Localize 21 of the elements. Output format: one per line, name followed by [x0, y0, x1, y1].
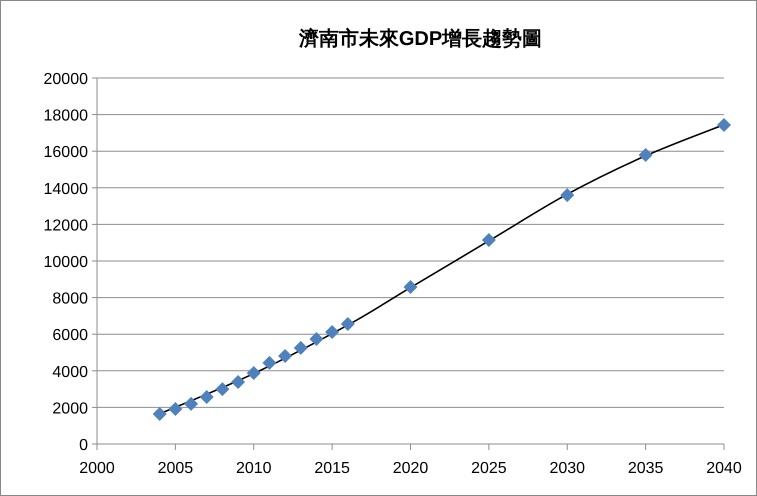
- title: 濟南市未來GDP增長趨勢圖: [298, 28, 542, 50]
- x-tick-label: 2000: [79, 460, 115, 477]
- x-tick-label: 2035: [628, 460, 664, 477]
- x-tick-label: 2005: [158, 460, 194, 477]
- y-tick-label: 10000: [44, 254, 88, 271]
- x-tick-label: 2025: [471, 460, 507, 477]
- y-tick-label: 0: [79, 437, 88, 454]
- y-tick-label: 14000: [44, 180, 88, 198]
- y-tick-label: 6000: [52, 327, 88, 344]
- y-tick-label: 20000: [44, 71, 88, 88]
- x-tick-label: 2015: [314, 460, 350, 477]
- x-tick-label: 2020: [392, 460, 428, 477]
- y-tick-label: 16000: [44, 144, 88, 162]
- x-tick-label: 2040: [706, 460, 742, 477]
- y-tick-label: 4000: [52, 364, 88, 381]
- y-tick-label: 2000: [52, 400, 88, 418]
- x-tick-label: 2010: [236, 460, 272, 477]
- x-tick-label: 2030: [549, 460, 586, 477]
- y-tick-label: 12000: [44, 217, 88, 234]
- y-tick-label: 18000: [44, 108, 88, 125]
- y-tick-label: 8000: [52, 290, 88, 308]
